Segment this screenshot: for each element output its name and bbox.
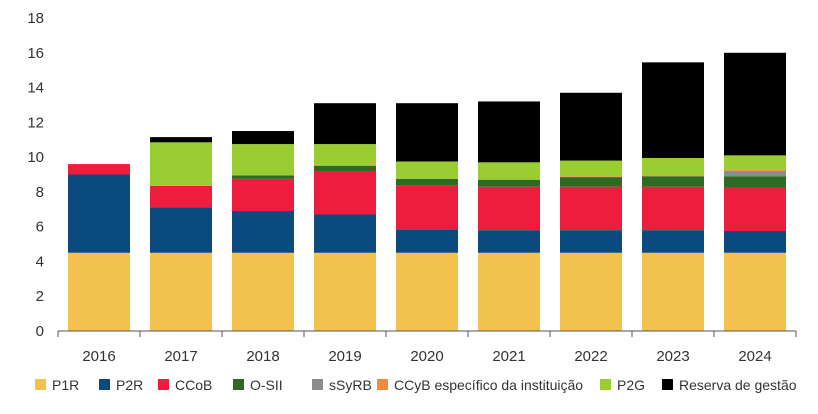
legend-swatch	[233, 379, 244, 390]
bar-segment-o-sii-2021	[478, 179, 540, 187]
x-tick-label: 2016	[82, 348, 115, 365]
legend-swatch	[158, 379, 169, 390]
x-tick-label: 2020	[410, 348, 443, 365]
x-tick-label: 2023	[656, 348, 689, 365]
bar-segment-o-sii-2024	[724, 176, 786, 188]
x-tick-label: 2022	[574, 348, 607, 365]
bar-segment-ccob-2016	[68, 164, 130, 175]
bar-segment-ccob-2018	[232, 178, 294, 212]
bar-segment-p2g-2023	[642, 157, 704, 176]
bar-segment-reserva-de-gest-o-2023	[642, 62, 704, 158]
bar-segment-p2r-2017	[150, 207, 212, 253]
bar-segment-p1r-2024	[724, 252, 786, 331]
legend-swatch	[35, 379, 46, 390]
y-tick-label: 0	[36, 323, 44, 340]
bar-segment-p1r-2020	[396, 252, 458, 331]
bar-segment-o-sii-2020	[396, 178, 458, 186]
bar-segment-o-sii-2018	[232, 175, 294, 179]
bar-segment-p2g-2021	[478, 162, 540, 180]
bar-segment-ccob-2021	[478, 186, 540, 231]
y-tick-label: 4	[36, 253, 44, 270]
bar-segment-reserva-de-gest-o-2017	[150, 137, 212, 143]
bar-segment-ccyb-espec-fico-da-institui-o-2024	[724, 170, 786, 172]
bar-segment-ccob-2020	[396, 185, 458, 230]
x-tick-label: 2024	[738, 348, 771, 365]
legend-label: Reserva de gestão	[679, 377, 797, 393]
bar-segment-reserva-de-gest-o-2019	[314, 103, 376, 145]
legend-label: P2R	[116, 377, 143, 393]
x-axis: 2016 2017 2018 2019 2020 2021 2022 2023 2024	[57, 331, 797, 365]
y-tick-label: 16	[27, 45, 44, 62]
bar-segment-ssyrb-2024	[724, 171, 786, 177]
legend-swatch	[600, 379, 611, 390]
bar-segment-o-sii-2022	[560, 177, 622, 187]
bar-segment-reserva-de-gest-o-2021	[478, 101, 540, 163]
x-tick-label: 2019	[328, 348, 361, 365]
bar-segment-ccob-2022	[560, 186, 622, 231]
bar-segment-reserva-de-gest-o-2018	[232, 131, 294, 145]
bar-segment-reserva-de-gest-o-2022	[560, 92, 622, 161]
bar-segment-ccyb-espec-fico-da-institui-o-2019	[314, 164, 376, 166]
bar-segment-p2g-2017	[150, 142, 212, 186]
y-tick-label: 10	[27, 149, 44, 166]
bar-segment-p1r-2018	[232, 252, 294, 331]
legend-label: P1R	[52, 377, 79, 393]
bar-segment-p2r-2016	[68, 174, 130, 253]
bar-segment-o-sii-2023	[642, 176, 704, 187]
bar-segment-o-sii-2019	[314, 165, 376, 172]
bar-segment-ccyb-espec-fico-da-institui-o-2023	[642, 175, 704, 177]
bar-segment-p2g-2022	[560, 160, 622, 177]
bar-segment-p2r-2024	[724, 231, 786, 253]
bar-segment-p2g-2020	[396, 161, 458, 179]
bar-segment-p2g-2019	[314, 144, 376, 165]
bar-segment-p1r-2017	[150, 252, 212, 331]
legend-swatch	[662, 379, 673, 390]
bar-segment-p2r-2023	[642, 230, 704, 253]
bar-segment-ccyb-espec-fico-da-institui-o-2022	[560, 176, 622, 178]
bar-segment-p2r-2021	[478, 230, 540, 253]
legend: P1R P2R CCoB O-SII sSyRB CCyB específico da i…	[35, 377, 797, 393]
bar-segment-reserva-de-gest-o-2020	[396, 103, 458, 162]
bar-segment-ccob-2024	[724, 187, 786, 232]
y-axis: 0 2 4 6 8 10 12 14 16 18	[27, 10, 44, 340]
legend-label: O-SII	[250, 377, 283, 393]
y-tick-label: 8	[36, 184, 44, 201]
y-tick-label: 6	[36, 219, 44, 236]
y-tick-label: 2	[36, 288, 44, 305]
legend-label: P2G	[617, 377, 645, 393]
bar-segment-p2r-2020	[396, 229, 458, 253]
x-tick-label: 2021	[492, 348, 525, 365]
bar-segment-p2r-2022	[560, 230, 622, 253]
y-tick-label: 18	[27, 10, 44, 27]
bar-segment-ccob-2023	[642, 186, 704, 231]
bar-segment-p1r-2016	[68, 252, 130, 331]
bar-segment-p2g-2018	[232, 144, 294, 176]
bars	[68, 52, 786, 331]
legend-label: CCyB específico da instituição	[394, 377, 583, 393]
legend-swatch	[99, 379, 110, 390]
bar-segment-reserva-de-gest-o-2024	[724, 52, 786, 156]
bar-segment-p2r-2019	[314, 214, 376, 253]
x-tick-label: 2018	[246, 348, 279, 365]
legend-swatch	[377, 379, 388, 390]
bar-segment-ccob-2019	[314, 171, 376, 215]
bar-segment-p2g-2024	[724, 155, 786, 171]
y-tick-label: 12	[27, 114, 44, 131]
legend-label: CCoB	[175, 377, 212, 393]
legend-swatch	[312, 379, 323, 390]
legend-label: sSyRB	[329, 377, 372, 393]
x-tick-label: 2017	[164, 348, 197, 365]
bar-segment-ccob-2017	[150, 185, 212, 208]
bar-segment-p1r-2022	[560, 252, 622, 331]
bar-segment-p1r-2019	[314, 252, 376, 331]
bar-segment-p1r-2021	[478, 252, 540, 331]
y-tick-label: 14	[27, 80, 44, 97]
bar-segment-p1r-2023	[642, 252, 704, 331]
bar-segment-p2r-2018	[232, 211, 294, 253]
